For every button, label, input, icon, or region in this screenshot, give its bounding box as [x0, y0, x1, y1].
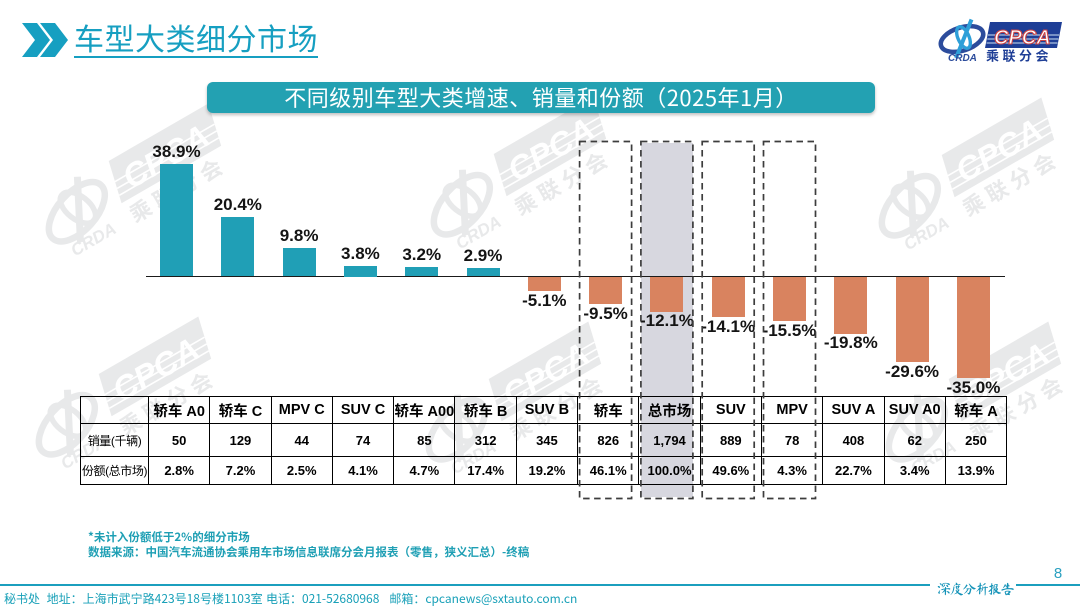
svg-text:CPCA: CPCA [994, 27, 1051, 49]
svg-text:乘联分会: 乘联分会 [986, 46, 1052, 65]
svg-text:CRDA: CRDA [948, 53, 977, 64]
